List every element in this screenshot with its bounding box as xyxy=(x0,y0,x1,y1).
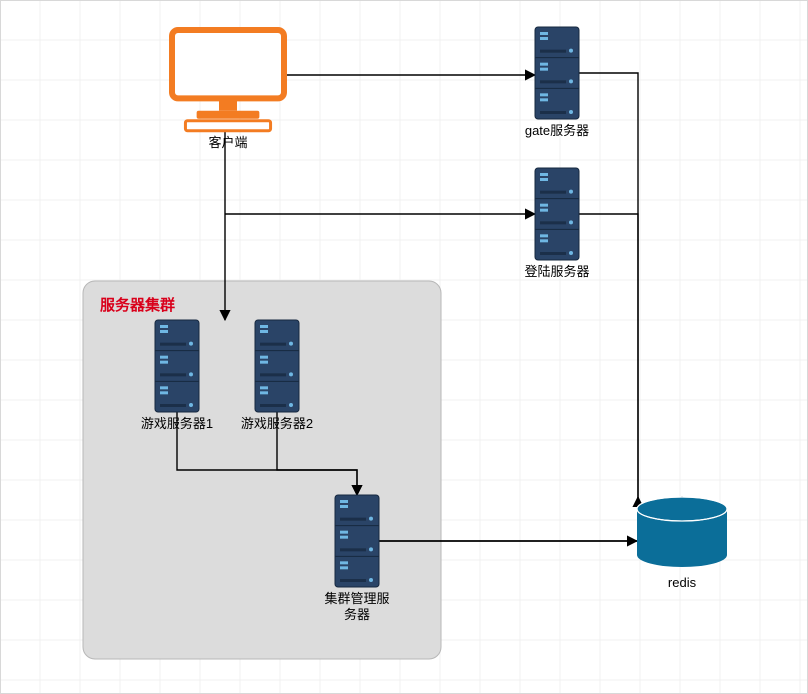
label-manager: 集群管理服 xyxy=(324,591,389,606)
node-client: 客户端 xyxy=(172,30,284,150)
label-login: 登陆服务器 xyxy=(524,264,589,279)
node-gate: gate服务器 xyxy=(525,27,589,138)
label-gate: gate服务器 xyxy=(525,123,589,138)
label-client: 客户端 xyxy=(208,135,247,150)
diagram-canvas: 服务器集群 客户端 gate服务器登陆服务器游戏服务器1 游戏服务器2 集群管理服务器 r… xyxy=(0,0,808,694)
label-game1: 游戏服务器1 xyxy=(141,416,213,431)
label-redis: redis xyxy=(668,575,697,590)
label-manager: 务器 xyxy=(344,607,370,622)
label-game2: 游戏服务器2 xyxy=(241,416,313,431)
node-redis: redis xyxy=(637,497,727,590)
node-login: 登陆服务器 xyxy=(524,168,589,279)
cluster-title: 服务器集群 xyxy=(100,296,175,314)
